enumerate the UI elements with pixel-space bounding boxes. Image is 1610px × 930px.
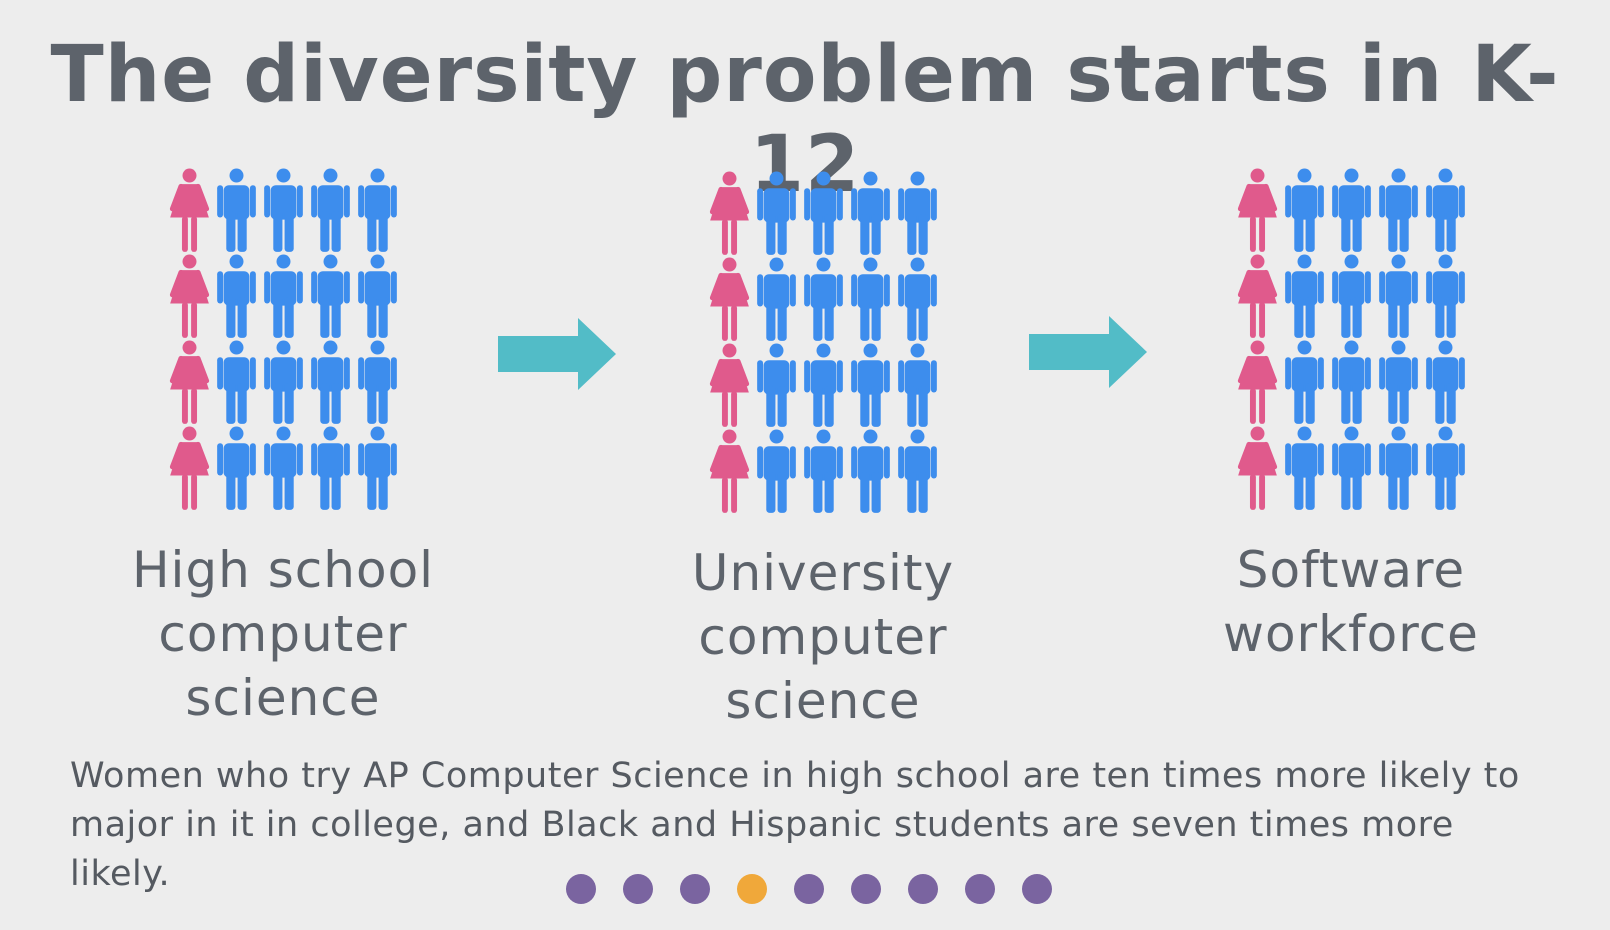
male-icon	[1425, 340, 1465, 424]
male-icon	[310, 426, 350, 510]
pagination-dot[interactable]	[851, 874, 881, 904]
pagination-dot[interactable]	[566, 874, 596, 904]
male-icon	[897, 171, 937, 255]
male-icon	[1331, 340, 1371, 424]
male-icon	[850, 429, 890, 513]
male-icon	[1284, 340, 1324, 424]
stage-label: Software workforce	[1171, 538, 1531, 666]
stage-label: High school computer science	[103, 538, 463, 730]
male-icon	[850, 257, 890, 341]
male-icon	[1378, 426, 1418, 510]
pagination-dot[interactable]	[794, 874, 824, 904]
male-icon	[310, 340, 350, 424]
people-grid	[103, 168, 463, 512]
stage-label: University computer science	[643, 541, 1003, 733]
male-icon	[310, 168, 350, 252]
female-icon	[169, 426, 209, 510]
female-icon	[709, 343, 749, 427]
male-icon	[357, 254, 397, 338]
male-icon	[357, 168, 397, 252]
male-icon	[357, 340, 397, 424]
page-title: The diversity problem starts in K-12	[50, 30, 1560, 210]
male-icon	[1331, 426, 1371, 510]
male-icon	[1378, 340, 1418, 424]
pagination-dots	[566, 874, 1052, 904]
stage-university: University computer science	[643, 171, 1003, 733]
female-icon	[709, 257, 749, 341]
male-icon	[263, 254, 303, 338]
female-icon	[1237, 168, 1277, 252]
stage-label-line: University	[691, 544, 955, 602]
male-icon	[216, 340, 256, 424]
male-icon	[1425, 426, 1465, 510]
male-icon	[756, 257, 796, 341]
female-icon	[1237, 340, 1277, 424]
male-icon	[803, 257, 843, 341]
stage-high-school: High school computer science	[103, 168, 463, 730]
female-icon	[1237, 254, 1277, 338]
female-icon	[169, 254, 209, 338]
male-icon	[1331, 168, 1371, 252]
male-icon	[756, 429, 796, 513]
pagination-dot[interactable]	[623, 874, 653, 904]
male-icon	[310, 254, 350, 338]
male-icon	[897, 429, 937, 513]
people-grid	[1171, 168, 1531, 512]
male-icon	[263, 426, 303, 510]
pagination-dot-active[interactable]	[737, 874, 767, 904]
male-icon	[1284, 254, 1324, 338]
male-icon	[263, 340, 303, 424]
male-icon	[1425, 168, 1465, 252]
female-icon	[1237, 426, 1277, 510]
stage-label-line: computer	[158, 605, 408, 663]
male-icon	[803, 171, 843, 255]
male-icon	[897, 343, 937, 427]
arrow-right-icon	[498, 318, 616, 390]
male-icon	[850, 343, 890, 427]
male-icon	[1378, 254, 1418, 338]
body-text: Women who try AP Computer Science in hig…	[70, 756, 1520, 894]
male-icon	[357, 426, 397, 510]
male-icon	[216, 254, 256, 338]
stage-label-line: Software	[1236, 541, 1466, 599]
male-icon	[850, 171, 890, 255]
stage-label-line: science	[185, 669, 381, 727]
pagination-dot[interactable]	[908, 874, 938, 904]
stage-label-line: workforce	[1223, 605, 1479, 663]
stage-label-line: science	[725, 672, 921, 730]
female-icon	[709, 429, 749, 513]
male-icon	[216, 426, 256, 510]
male-icon	[756, 343, 796, 427]
male-icon	[756, 171, 796, 255]
male-icon	[1284, 168, 1324, 252]
male-icon	[1331, 254, 1371, 338]
pagination-dot[interactable]	[965, 874, 995, 904]
male-icon	[1425, 254, 1465, 338]
stage-label-line: High school	[131, 541, 435, 599]
people-grid	[643, 171, 1003, 515]
male-icon	[803, 429, 843, 513]
male-icon	[1378, 168, 1418, 252]
female-icon	[169, 340, 209, 424]
pagination-dot[interactable]	[1022, 874, 1052, 904]
stage-workforce: Software workforce	[1171, 168, 1531, 666]
arrow-right-icon	[1029, 316, 1147, 388]
male-icon	[1284, 426, 1324, 510]
male-icon	[803, 343, 843, 427]
male-icon	[216, 168, 256, 252]
male-icon	[897, 257, 937, 341]
female-icon	[709, 171, 749, 255]
male-icon	[263, 168, 303, 252]
stage-label-line: computer	[698, 608, 948, 666]
pagination-dot[interactable]	[680, 874, 710, 904]
female-icon	[169, 168, 209, 252]
